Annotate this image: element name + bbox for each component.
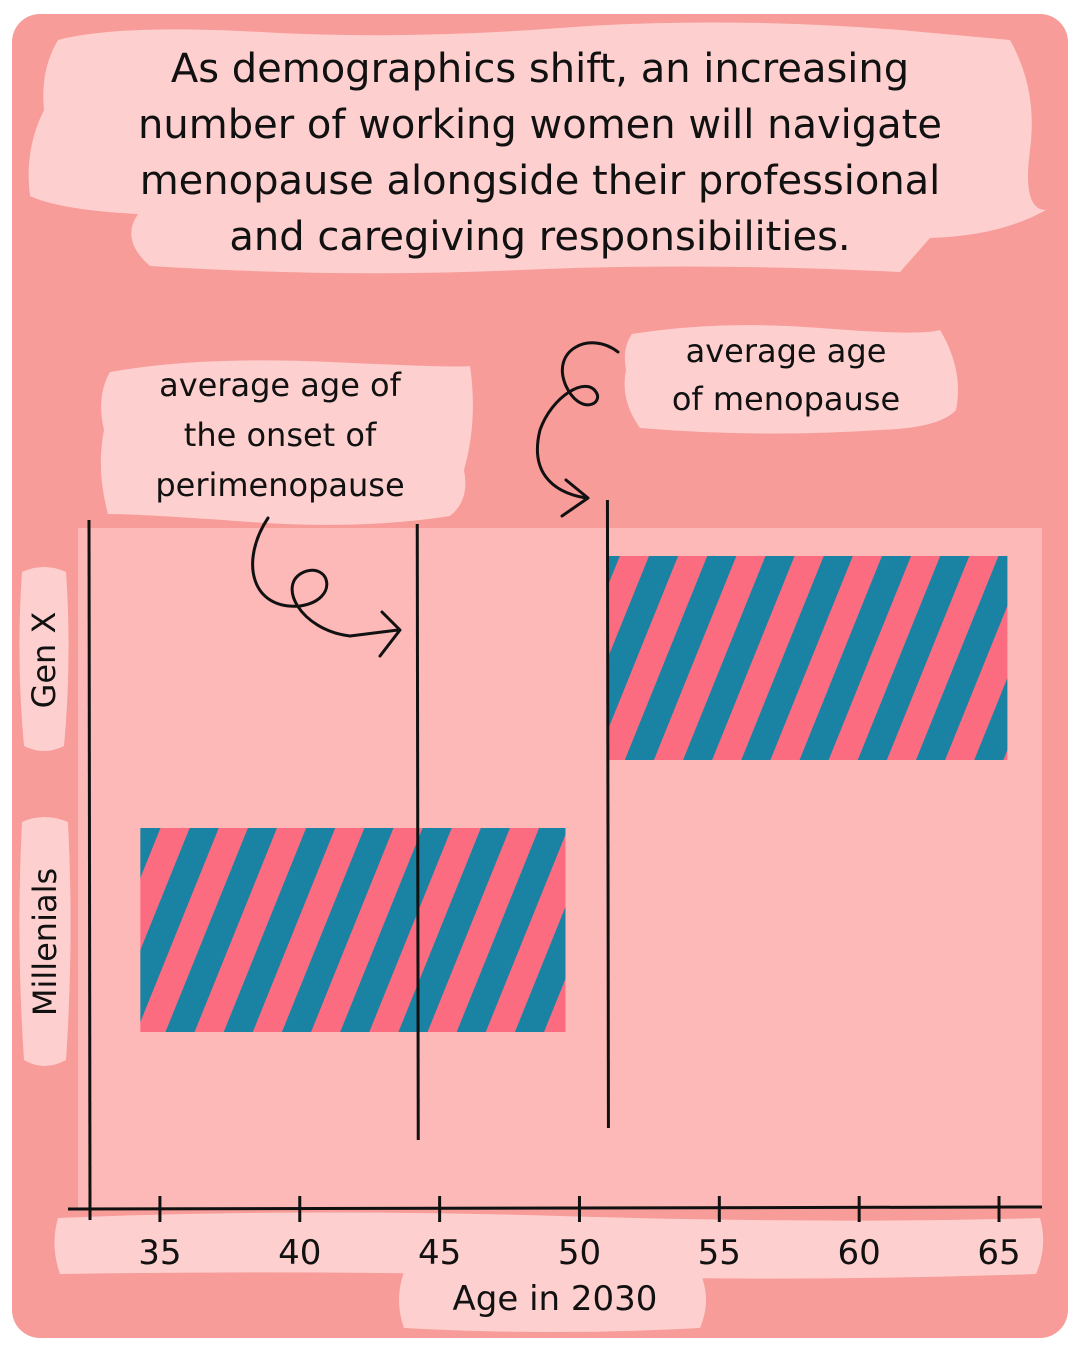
perimenopause-arrow (251, 516, 402, 658)
menopause-arrow (535, 341, 620, 518)
bar-gen-x (607, 556, 1008, 760)
y-axis-line (87, 519, 92, 1221)
menopause-reference-line (605, 499, 610, 1129)
category-label-millenials: Millenials (26, 868, 64, 1016)
reference-lines-group (415, 499, 610, 1141)
perimenopause-reference-line (415, 523, 420, 1141)
x-axis: 35 40 45 50 55 60 65 (67, 519, 1043, 1273)
x-tick-label-60: 60 (838, 1233, 881, 1273)
menopause-label-patch (624, 325, 958, 434)
perimenopause-label-line-3: perimenopause (155, 466, 404, 504)
bar-millenials (140, 828, 566, 1032)
x-axis-line (67, 1205, 1043, 1211)
headline-group: As demographics shift, an increasing num… (28, 22, 1047, 274)
category-label-gen-x: Gen X (25, 612, 63, 709)
headline-line-4: and caregiving responsibilities. (229, 214, 850, 260)
x-tick-label-40: 40 (278, 1233, 321, 1273)
x-tick-label-45: 45 (418, 1233, 461, 1273)
perimenopause-label-patch (100, 360, 473, 525)
x-tick-label-65: 65 (977, 1233, 1020, 1273)
headline-line-3: menopause alongside their professional (140, 158, 941, 204)
x-tick-label-55: 55 (698, 1233, 741, 1273)
bars-group (140, 556, 1008, 1032)
millenials-label-patch (19, 817, 71, 1066)
headline-patch (28, 22, 1047, 274)
gen-x-label-patch (19, 567, 69, 751)
perimenopause-label-line-2: the onset of (184, 416, 377, 454)
menopause-label-line-2: of menopause (672, 380, 900, 418)
headline-line-1: As demographics shift, an increasing (171, 46, 909, 92)
x-tick-label-50: 50 (558, 1233, 601, 1273)
perimenopause-label-line-1: average age of (159, 366, 402, 404)
tick-labels-patch (54, 1212, 1044, 1279)
x-tick-label-35: 35 (138, 1233, 181, 1273)
headline-line-2: number of working women will navigate (138, 102, 942, 148)
menopause-label-line-1: average age (686, 332, 887, 370)
x-axis-title-patch (399, 1267, 706, 1332)
x-axis-title: Age in 2030 (453, 1279, 658, 1319)
